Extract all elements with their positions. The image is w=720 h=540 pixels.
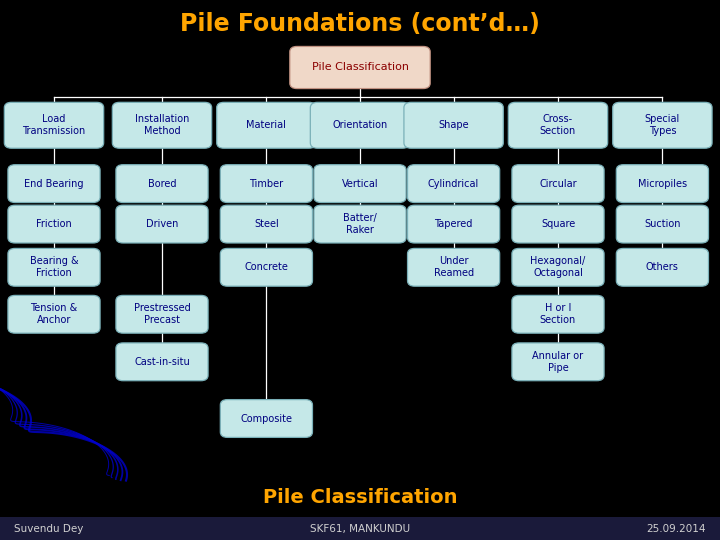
FancyBboxPatch shape: [512, 248, 604, 286]
FancyBboxPatch shape: [314, 205, 406, 243]
Text: Annular or
Pipe: Annular or Pipe: [532, 351, 584, 373]
FancyBboxPatch shape: [616, 205, 708, 243]
FancyBboxPatch shape: [310, 102, 410, 148]
FancyBboxPatch shape: [116, 205, 208, 243]
FancyBboxPatch shape: [112, 102, 212, 148]
FancyBboxPatch shape: [512, 343, 604, 381]
Text: Friction: Friction: [36, 219, 72, 229]
Text: SKF61, MANKUNDU: SKF61, MANKUNDU: [310, 524, 410, 534]
Text: Pile Foundations (cont’d…): Pile Foundations (cont’d…): [180, 12, 540, 36]
Text: Square: Square: [541, 219, 575, 229]
Text: Bored: Bored: [148, 179, 176, 188]
FancyBboxPatch shape: [408, 248, 500, 286]
Text: Composite: Composite: [240, 414, 292, 423]
FancyBboxPatch shape: [220, 205, 312, 243]
Text: Orientation: Orientation: [333, 120, 387, 130]
FancyBboxPatch shape: [8, 205, 100, 243]
Text: Suction: Suction: [644, 219, 680, 229]
Text: End Bearing: End Bearing: [24, 179, 84, 188]
Text: Pile Classification: Pile Classification: [312, 63, 408, 72]
Text: Others: Others: [646, 262, 679, 272]
Text: Cast-in-situ: Cast-in-situ: [134, 357, 190, 367]
FancyBboxPatch shape: [220, 248, 312, 286]
FancyBboxPatch shape: [613, 102, 712, 148]
Text: Suvendu Dey: Suvendu Dey: [14, 524, 84, 534]
Text: Special
Types: Special Types: [645, 114, 680, 136]
Text: Steel: Steel: [254, 219, 279, 229]
Text: Prestressed
Precast: Prestressed Precast: [134, 303, 190, 325]
Text: Batter/
Raker: Batter/ Raker: [343, 213, 377, 235]
Text: Tapered: Tapered: [434, 219, 473, 229]
FancyBboxPatch shape: [408, 165, 500, 202]
Text: Hexagonal/
Octagonal: Hexagonal/ Octagonal: [531, 256, 585, 278]
FancyBboxPatch shape: [512, 295, 604, 333]
Text: 25.09.2014: 25.09.2014: [646, 524, 706, 534]
FancyBboxPatch shape: [616, 248, 708, 286]
Text: Vertical: Vertical: [342, 179, 378, 188]
FancyBboxPatch shape: [8, 295, 100, 333]
Text: Tension &
Anchor: Tension & Anchor: [30, 303, 78, 325]
Text: Concrete: Concrete: [245, 262, 288, 272]
Text: Shape: Shape: [438, 120, 469, 130]
Text: Bearing &
Friction: Bearing & Friction: [30, 256, 78, 278]
FancyBboxPatch shape: [217, 102, 316, 148]
FancyBboxPatch shape: [8, 165, 100, 202]
Text: Pile Classification: Pile Classification: [263, 488, 457, 508]
FancyBboxPatch shape: [408, 205, 500, 243]
Text: Cross-
Section: Cross- Section: [540, 114, 576, 136]
FancyBboxPatch shape: [220, 400, 312, 437]
Text: Micropiles: Micropiles: [638, 179, 687, 188]
FancyBboxPatch shape: [220, 165, 312, 202]
FancyBboxPatch shape: [314, 165, 406, 202]
FancyBboxPatch shape: [0, 517, 720, 540]
FancyBboxPatch shape: [512, 205, 604, 243]
FancyBboxPatch shape: [116, 343, 208, 381]
Text: Under
Reamed: Under Reamed: [433, 256, 474, 278]
Text: Installation
Method: Installation Method: [135, 114, 189, 136]
FancyBboxPatch shape: [116, 295, 208, 333]
Text: Material: Material: [246, 120, 287, 130]
Text: Cylindrical: Cylindrical: [428, 179, 480, 188]
FancyBboxPatch shape: [508, 102, 608, 148]
Text: H or I
Section: H or I Section: [540, 303, 576, 325]
Text: Load
Transmission: Load Transmission: [22, 114, 86, 136]
FancyBboxPatch shape: [4, 102, 104, 148]
FancyBboxPatch shape: [116, 165, 208, 202]
Text: Timber: Timber: [249, 179, 284, 188]
FancyBboxPatch shape: [8, 248, 100, 286]
Text: Circular: Circular: [539, 179, 577, 188]
Text: Driven: Driven: [146, 219, 178, 229]
FancyBboxPatch shape: [616, 165, 708, 202]
FancyBboxPatch shape: [512, 165, 604, 202]
FancyBboxPatch shape: [289, 46, 430, 89]
FancyBboxPatch shape: [404, 102, 503, 148]
